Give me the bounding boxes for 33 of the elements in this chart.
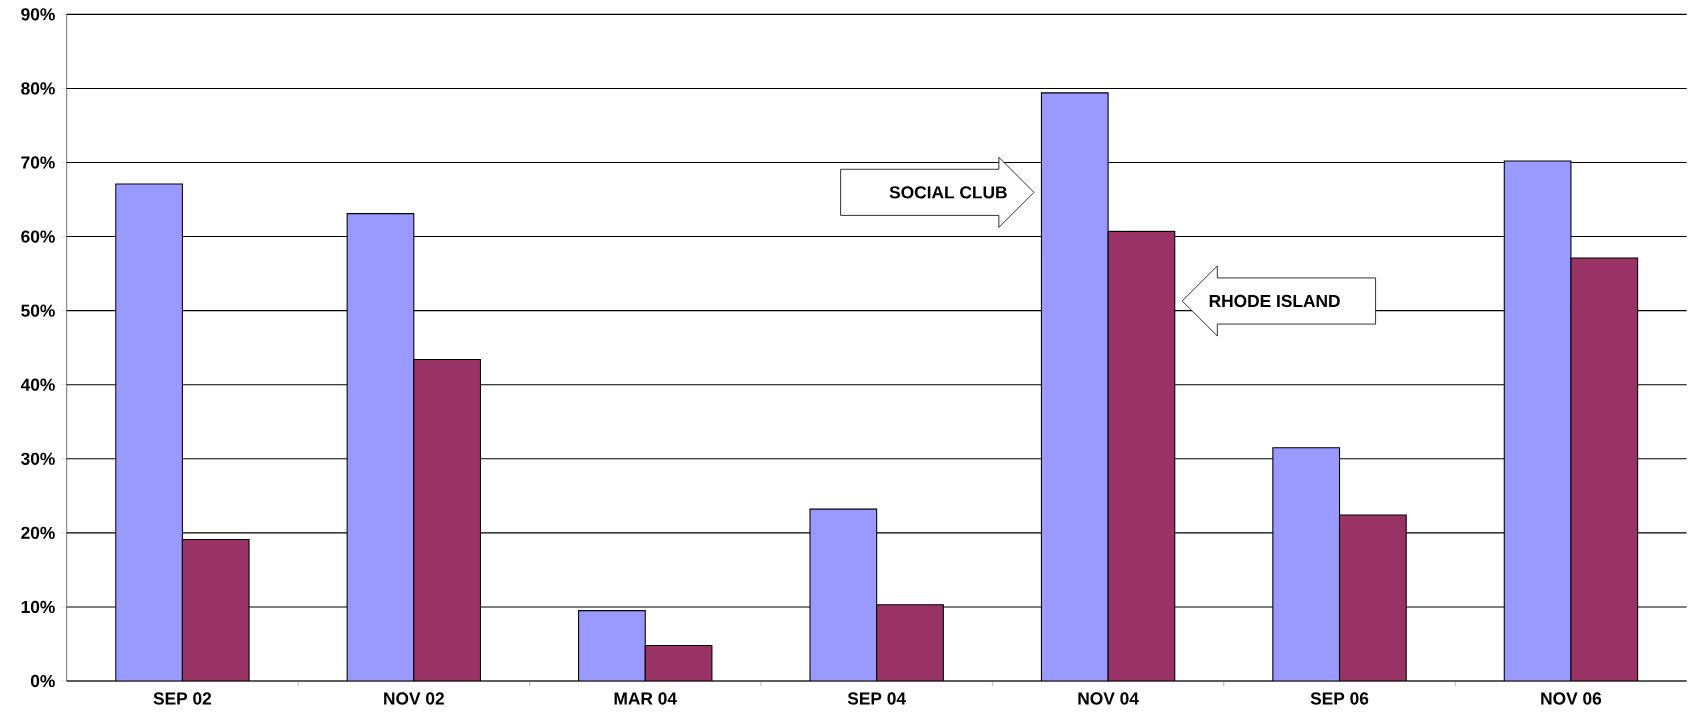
y-tick-label: 60%	[21, 230, 55, 243]
x-tick-label: NOV 06	[1541, 692, 1602, 705]
bar	[115, 183, 183, 681]
y-tick-label: 80%	[21, 82, 55, 95]
bar	[346, 213, 415, 681]
x-tick-label: SEP 04	[847, 692, 906, 705]
x-tick-label: SEP 06	[1310, 692, 1369, 705]
bar	[1040, 92, 1109, 681]
y-tick-label: 50%	[21, 304, 55, 317]
bar	[876, 604, 944, 681]
y-tick-label: 40%	[20, 378, 55, 391]
y-tick-label: 90%	[21, 8, 55, 21]
text: RHODE ISLAND	[1209, 294, 1340, 308]
x-tick-label: NOV 02	[384, 692, 444, 705]
bar	[1107, 230, 1176, 681]
x-tick-label: MAR 04	[614, 692, 677, 705]
bar	[578, 610, 646, 681]
y-tick-label: 20%	[21, 526, 55, 539]
bar	[181, 538, 250, 681]
bar	[1570, 257, 1639, 681]
x-tick-label: NOV 04	[1078, 692, 1139, 705]
y-tick-label: 0%	[30, 674, 55, 688]
text: SOCIAL CLUB	[889, 186, 1007, 199]
x-tick-label: SEP 02	[153, 692, 212, 705]
bar	[1272, 447, 1341, 681]
bar	[644, 644, 713, 681]
y-tick-label: 10%	[21, 600, 55, 614]
y-tick-label: 30%	[21, 452, 55, 465]
bar	[1503, 160, 1572, 681]
y-tick-label: 70%	[21, 156, 55, 169]
bar	[413, 358, 482, 681]
bar	[1338, 514, 1407, 681]
bar	[809, 508, 878, 681]
